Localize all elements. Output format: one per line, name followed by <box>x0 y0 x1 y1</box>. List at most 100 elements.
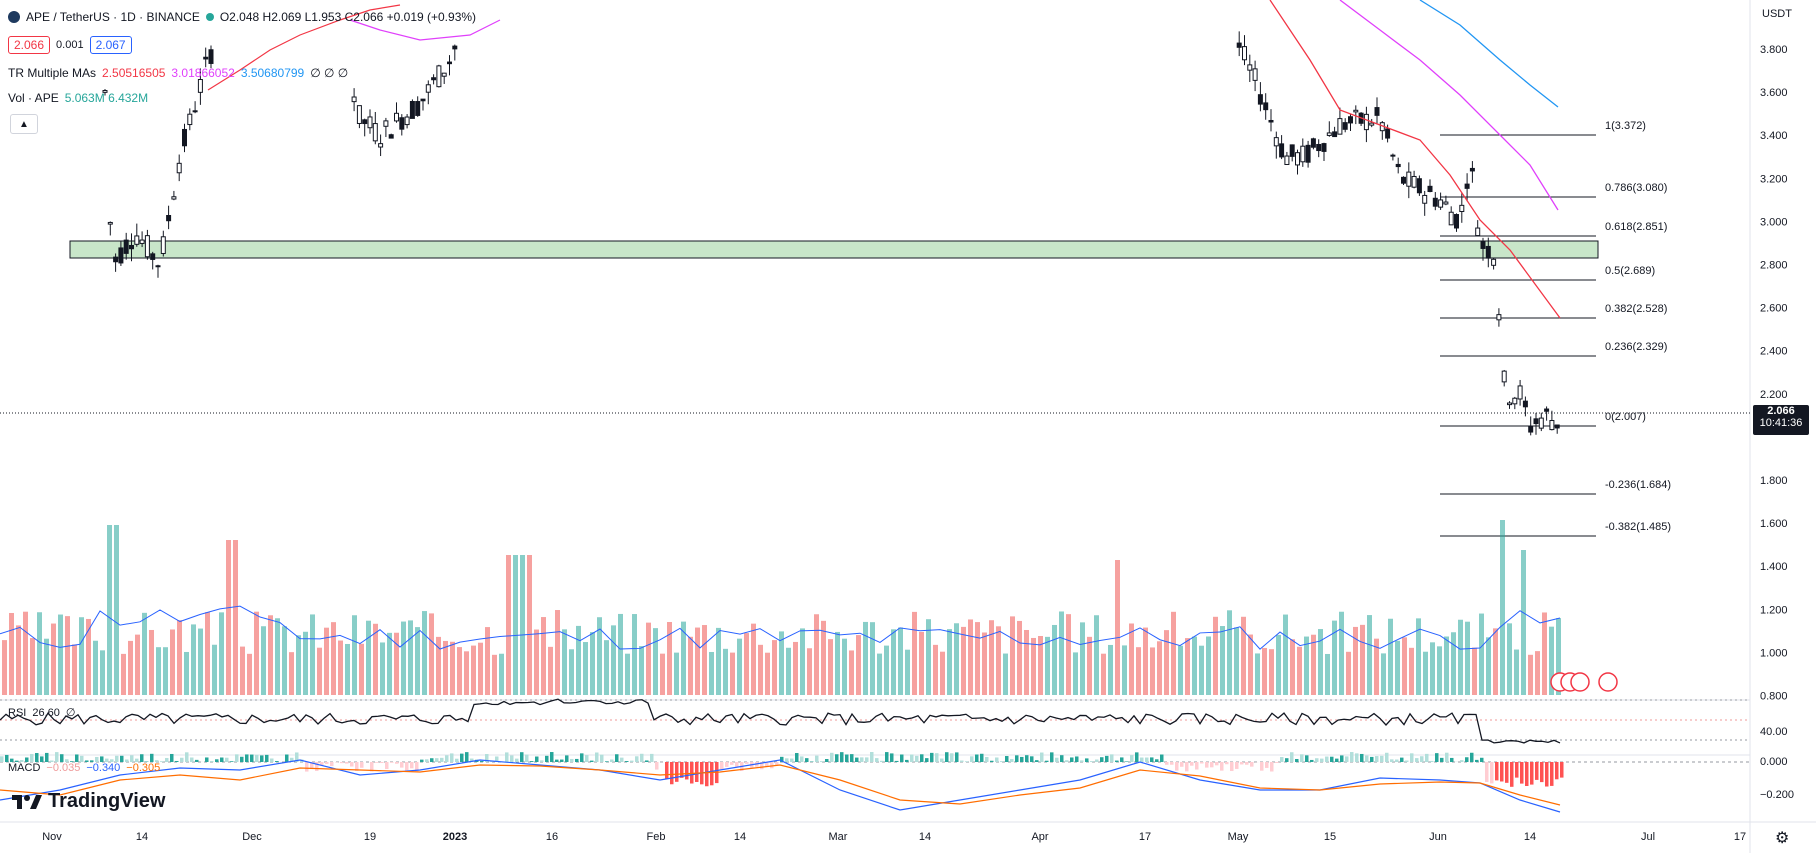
candle-body[interactable] <box>1348 116 1353 124</box>
candle-body[interactable] <box>394 112 399 122</box>
candle-body[interactable] <box>383 120 389 127</box>
moving-average-2-line[interactable] <box>349 19 501 41</box>
candle-body[interactable] <box>1544 408 1550 412</box>
ma-legend[interactable]: TR Multiple MAs 2.50516505 3.01866052 3.… <box>8 66 348 80</box>
candle-body[interactable] <box>192 110 198 113</box>
candle-body[interactable] <box>1406 171 1412 187</box>
candle-body[interactable] <box>1284 155 1290 166</box>
candle-body[interactable] <box>436 65 442 88</box>
candle-body[interactable] <box>1517 385 1523 400</box>
candle-body[interactable] <box>150 253 156 260</box>
candle-body[interactable] <box>1385 128 1391 139</box>
candle-body[interactable] <box>447 61 452 65</box>
moving-average-3-line[interactable] <box>1419 0 1559 108</box>
candle-body[interactable] <box>166 215 172 222</box>
candle-body[interactable] <box>1496 314 1502 321</box>
candle-body[interactable] <box>1395 163 1401 168</box>
candle-body[interactable] <box>1533 418 1539 425</box>
candle-body[interactable] <box>415 101 421 116</box>
symbol-title[interactable]: APE / TetherUS · 1D · BINANCE <box>26 10 200 24</box>
economic-event-flag-icon[interactable] <box>1598 672 1618 692</box>
candle-body[interactable] <box>1459 204 1465 213</box>
candle-body[interactable] <box>129 244 134 250</box>
macd-legend[interactable]: MACD −0.035 −0.340 −0.305 <box>8 762 160 774</box>
candle-body[interactable] <box>372 123 378 142</box>
rsi-line[interactable] <box>0 698 1561 744</box>
candle-body[interactable] <box>1464 183 1470 189</box>
candle-body[interactable] <box>1257 94 1263 105</box>
currency-label[interactable]: USDT <box>1762 8 1792 20</box>
candle-body[interactable] <box>203 56 209 60</box>
candle-body[interactable] <box>1507 402 1512 406</box>
candle-body[interactable] <box>425 84 431 93</box>
candle-body[interactable] <box>1236 42 1242 48</box>
sell-price-button[interactable]: 2.066 <box>8 36 51 54</box>
candle-body[interactable] <box>1448 211 1454 226</box>
candle-body[interactable] <box>452 45 458 50</box>
candle-body[interactable] <box>1326 132 1332 136</box>
candle-body[interactable] <box>118 247 124 264</box>
candle-body[interactable] <box>1538 417 1544 429</box>
candle-body[interactable] <box>1554 424 1560 429</box>
volume-legend[interactable]: Vol · APE 5.063M 6.432M <box>8 91 148 105</box>
candle-body[interactable] <box>160 236 166 254</box>
candle-body[interactable] <box>1469 167 1475 172</box>
candle-body[interactable] <box>1363 113 1369 131</box>
candle-body[interactable] <box>1485 245 1491 259</box>
candle-body[interactable] <box>1310 138 1316 148</box>
candle-body[interactable] <box>1443 201 1449 205</box>
candle-body[interactable] <box>1454 214 1459 229</box>
candle-body[interactable] <box>367 116 373 129</box>
candle-body[interactable] <box>409 101 415 119</box>
collapse-legend-button[interactable]: ▲ <box>10 114 38 134</box>
candle-body[interactable] <box>1268 119 1274 123</box>
candle-body[interactable] <box>1247 64 1253 71</box>
candle-body[interactable] <box>187 113 193 126</box>
candle-body[interactable] <box>182 128 187 147</box>
moving-average-1-line[interactable] <box>1269 0 1561 319</box>
candle-body[interactable] <box>1289 144 1295 157</box>
candle-body[interactable] <box>197 79 203 93</box>
settings-gear-icon[interactable]: ⚙ <box>1775 830 1790 847</box>
candle-body[interactable] <box>1305 144 1311 163</box>
macd-line[interactable] <box>0 759 1561 813</box>
candle-body[interactable] <box>1522 400 1528 408</box>
candle-body[interactable] <box>134 235 140 245</box>
candle-body[interactable] <box>1316 143 1322 152</box>
candle-body[interactable] <box>1480 241 1486 249</box>
candle-body[interactable] <box>1353 109 1359 113</box>
candle-body[interactable] <box>155 265 161 268</box>
candle-body[interactable] <box>1332 131 1338 138</box>
candle-body[interactable] <box>1432 197 1438 207</box>
candle-body[interactable] <box>208 49 214 64</box>
candle-body[interactable] <box>404 116 410 126</box>
candle-body[interactable] <box>420 98 426 102</box>
moving-average-1-line[interactable] <box>207 4 401 91</box>
candle-body[interactable] <box>431 77 437 81</box>
candle-body[interactable] <box>1273 137 1279 147</box>
candle-body[interactable] <box>1427 185 1433 193</box>
candle-body[interactable] <box>1279 143 1285 158</box>
candle-body[interactable] <box>144 235 150 258</box>
candle-body[interactable] <box>1422 194 1428 204</box>
candle-body[interactable] <box>1300 145 1306 163</box>
candle-body[interactable] <box>1369 122 1375 126</box>
candle-body[interactable] <box>1401 176 1406 184</box>
candle-body[interactable] <box>1374 107 1380 116</box>
moving-average-2-line[interactable] <box>1339 0 1559 211</box>
candle-body[interactable] <box>102 90 108 93</box>
economic-event-flag-icon[interactable] <box>1570 672 1590 692</box>
candle-body[interactable] <box>1242 46 1247 61</box>
candle-body[interactable] <box>1321 143 1327 152</box>
candle-body[interactable] <box>1295 152 1300 166</box>
candle-body[interactable] <box>1475 227 1481 237</box>
candle-body[interactable] <box>356 105 362 124</box>
candle-body[interactable] <box>388 134 394 139</box>
rsi-legend[interactable]: RSI 26.60 ∅ <box>8 706 75 720</box>
candle-body[interactable] <box>399 117 405 130</box>
candle-body[interactable] <box>123 239 129 254</box>
macd-signal-line[interactable] <box>0 764 1561 806</box>
candle-body[interactable] <box>351 96 357 103</box>
